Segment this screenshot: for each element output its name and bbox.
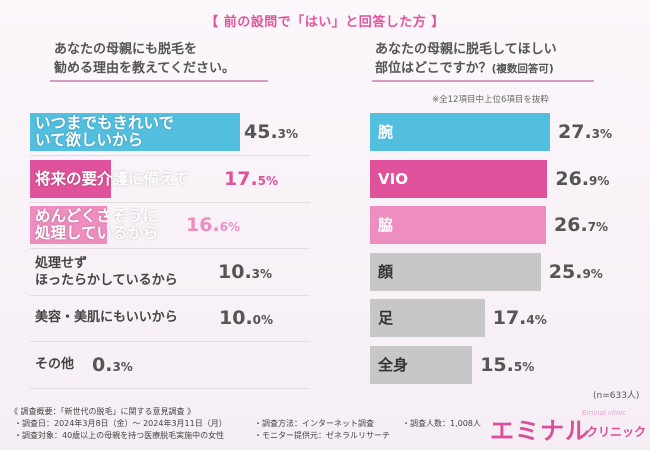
right-bar-3 xyxy=(370,252,541,291)
right-question-line2: 部位はどこですか？ xyxy=(375,61,492,76)
left-bar-2 xyxy=(30,206,107,244)
value-int: 16. xyxy=(186,214,220,236)
left-value-label-3: 10.3% xyxy=(218,261,272,283)
right-question-suffix: (複数回答可) xyxy=(491,63,554,75)
right-note: ※全12項目中上位6項目を抜粋 xyxy=(432,95,549,105)
right-question-underline xyxy=(372,80,594,82)
left-bar-label-3: 処理せず ほったらかしているから xyxy=(35,255,178,289)
left-value-label-4: 10.0% xyxy=(219,307,273,329)
value-dec: 3% xyxy=(591,127,613,141)
right-value-label-1: 26.9% xyxy=(555,168,609,190)
value-int: 25. xyxy=(548,260,583,283)
left-bar-label-line: ほったらかしているから xyxy=(35,272,178,288)
right-value-label-4: 17.4% xyxy=(493,307,547,329)
value-dec: 9% xyxy=(589,173,610,188)
left-bar-label-line: めんどくさそうに xyxy=(35,207,159,225)
right-bar-label-3: 顔 xyxy=(378,262,394,281)
right-bar-label-0: 腕 xyxy=(378,123,394,141)
right-bar-label-5: 全身 xyxy=(378,355,409,374)
row-divider xyxy=(30,155,310,156)
survey-provider: ・モニター提供元：ゼネラルリサーチ xyxy=(254,431,390,440)
survey-date: ・調査日：2024年3月8日（金）～ 2024年3月11日（月） xyxy=(14,419,227,428)
row-divider xyxy=(30,387,310,389)
logo-sub-text: クリニック xyxy=(586,425,647,439)
clinic-logo: Eminal clinic エミナル クリニック xyxy=(490,407,650,447)
survey-title: 《 調査概要：「新世代の脱毛」に関する意見調査 》 xyxy=(10,407,196,416)
left-value-label-5: 0.3% xyxy=(92,354,133,376)
value-dec: 6% xyxy=(219,220,241,234)
value-dec: 4% xyxy=(526,313,547,327)
logo-tiny-text: Eminal clinic xyxy=(582,409,627,417)
survey-method: ・調査方法：インターネット調査 xyxy=(254,419,374,428)
value-dec: 3% xyxy=(277,127,299,141)
left-question-underline xyxy=(50,80,268,82)
left-bar-label-0: いつまでもきれいで いて欲しいから xyxy=(35,115,174,149)
value-dec: 0% xyxy=(252,313,274,327)
value-int: 17. xyxy=(224,167,258,190)
right-value-label-2: 26.7% xyxy=(554,214,608,236)
left-question: あなたの母親にも脱毛を 勧める理由を教えてください。 xyxy=(54,40,294,78)
survey-target: ・調査対象：40歳以上の母親を持つ医療脱毛実施中の女性 xyxy=(14,431,225,440)
right-bar-0 xyxy=(370,113,550,151)
sample-size-note: (n=633人) xyxy=(593,391,640,401)
right-question: あなたの母親に脱毛してほしい 部位はどこですか？(複数回答可) xyxy=(375,40,635,79)
right-bar-5 xyxy=(370,345,473,384)
right-value-label-5: 15.5% xyxy=(480,354,534,376)
value-int: 15. xyxy=(480,353,514,376)
left-bar-label-line: 処理せず xyxy=(35,255,88,271)
left-bar-label-line: いつまでもきれいで xyxy=(35,114,175,132)
value-int: 27. xyxy=(558,121,592,143)
survey-summary: 《 調査概要：「新世代の脱毛」に関する意見調査 》 ・調査日：2024年3月8日… xyxy=(10,406,490,440)
right-question-line1: あなたの母親に脱毛してほしい xyxy=(375,42,557,57)
right-bar-1 xyxy=(370,159,548,198)
row-divider xyxy=(30,201,310,203)
left-bar-label-line: 美容・美肌にもいいから xyxy=(35,310,178,325)
value-dec: 9% xyxy=(582,266,603,281)
right-value-label-0: 27.3% xyxy=(558,121,612,143)
value-dec: 5% xyxy=(513,359,535,374)
value-dec: 3% xyxy=(251,266,273,281)
survey-count: ・調査人数：1,008人 xyxy=(402,419,481,428)
row-divider xyxy=(30,294,310,296)
left-value-label-0: 45.3% xyxy=(244,121,298,143)
value-dec: 7% xyxy=(587,220,609,234)
value-dec: 5% xyxy=(257,173,279,188)
value-int: 10. xyxy=(218,260,252,283)
row-divider xyxy=(30,248,310,249)
left-bar-label-line: その他 xyxy=(35,356,75,372)
row-divider xyxy=(30,341,310,342)
left-bar-label-1: 将来の要介護に備えて xyxy=(35,160,189,198)
value-dec: 3% xyxy=(112,359,133,374)
right-bar-label-2: 脇 xyxy=(378,216,394,234)
left-bar-label-4: 美容・美肌にもいいから xyxy=(35,299,178,337)
logo-main-text: エミナル xyxy=(490,417,590,445)
survey-header: 【 前の設問で「はい」と回答した方 】 xyxy=(205,15,445,30)
right-bar-4 xyxy=(370,299,485,337)
left-bar-1 xyxy=(30,159,112,198)
left-question-line2: 勧める理由を教えてください。 xyxy=(54,61,235,76)
left-question-line1: あなたの母親にも脱毛を xyxy=(54,42,198,57)
left-bar-label-line: いて欲しいから xyxy=(35,131,144,149)
right-bar-2 xyxy=(370,206,547,244)
right-bar-label-4: 足 xyxy=(378,309,394,327)
left-bar-label-line: 将来の要介護に備えて xyxy=(35,169,190,188)
left-bar-label-2: めんどくさそうに 処理しているから xyxy=(35,208,159,242)
left-bar-label-line: 処理しているから xyxy=(35,224,159,242)
left-bar-0 xyxy=(30,113,240,151)
left-bar-label-5: その他 xyxy=(35,346,74,384)
value-int: 26. xyxy=(554,214,588,236)
right-bar-label-1: VIO xyxy=(378,169,408,188)
value-int: 10. xyxy=(219,307,253,329)
right-value-label-3: 25.9% xyxy=(549,261,603,283)
value-int: 0. xyxy=(92,353,113,376)
value-int: 26. xyxy=(555,167,590,190)
value-int: 45. xyxy=(244,121,278,143)
left-value-label-2: 16.6% xyxy=(186,214,240,236)
left-value-label-1: 17.5% xyxy=(224,168,278,190)
value-int: 17. xyxy=(492,307,527,329)
